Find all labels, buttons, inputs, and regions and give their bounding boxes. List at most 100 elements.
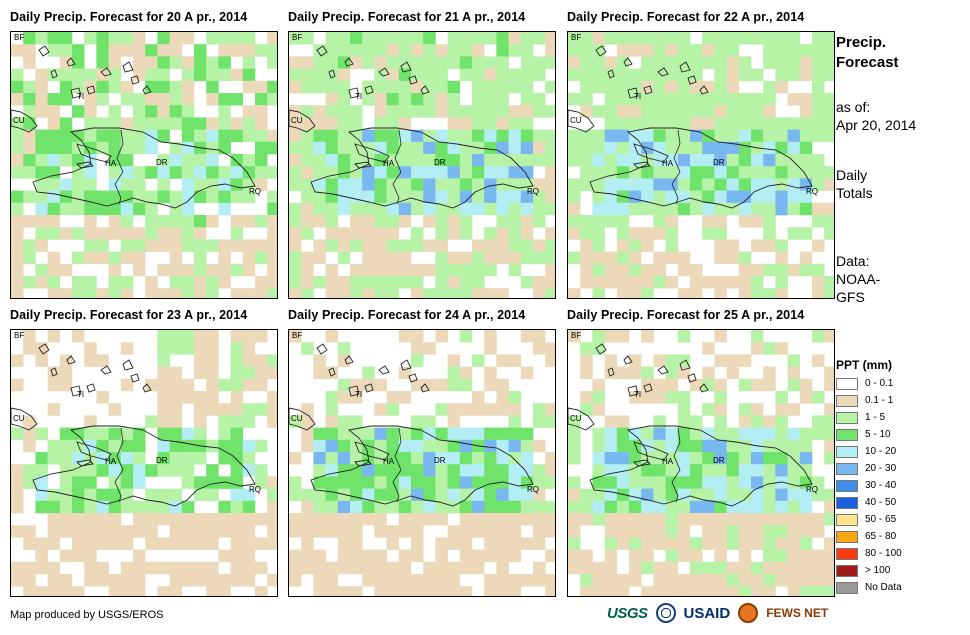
legend-item: 10 - 20 [836, 443, 902, 460]
precip-cell [301, 154, 314, 167]
precip-cell [230, 239, 244, 252]
precip-cell [169, 537, 183, 550]
precip-cell [386, 391, 400, 404]
precip-cell [812, 202, 825, 216]
precip-cell [592, 105, 605, 118]
precip-cell [812, 427, 825, 441]
precip-cell [133, 68, 146, 82]
precip-cell [775, 178, 788, 191]
precip-cell [496, 129, 509, 143]
precip-cell [386, 500, 400, 514]
precip-cell [520, 452, 534, 465]
precip-cell [629, 500, 642, 514]
precip-cell [350, 500, 363, 514]
bahamas-island-outline [328, 367, 336, 377]
precip-cell [726, 452, 740, 465]
legend-label: 20 - 30 [865, 463, 897, 474]
precip-cell [157, 288, 170, 298]
precip-cell [194, 117, 207, 130]
precip-cell [218, 105, 231, 118]
precip-cell [533, 513, 546, 526]
precip-cell [35, 263, 48, 277]
precip-cell [11, 44, 24, 57]
precip-cell [472, 44, 485, 57]
precip-cell [459, 537, 473, 550]
precip-cell [435, 93, 448, 106]
precip-cell [181, 391, 195, 404]
precip-cell [580, 215, 593, 228]
precip-cell [690, 105, 703, 118]
precip-cell [289, 549, 302, 563]
precip-cell [120, 427, 134, 441]
precip-cell [592, 378, 605, 392]
precip-cell [398, 93, 412, 106]
precip-cell [206, 154, 219, 167]
precip-cell [337, 117, 351, 130]
precip-cell [145, 141, 158, 155]
label-cu: CU [13, 116, 25, 125]
precip-cell [677, 32, 691, 45]
precip-cell [665, 56, 679, 69]
precip-cell [824, 366, 834, 380]
precip-cell [242, 452, 256, 465]
hispaniola-outline [589, 425, 813, 507]
precip-cell [267, 263, 277, 277]
precip-cell [362, 239, 375, 252]
precip-cell [824, 330, 834, 343]
precip-cell [592, 513, 605, 526]
precip-cell [362, 464, 375, 477]
precip-cell [629, 68, 642, 82]
precip-cell [677, 166, 691, 179]
precip-cell [206, 239, 219, 252]
precip-cell [313, 366, 326, 380]
precip-cell [568, 129, 581, 143]
precip-cell [545, 202, 555, 216]
precip-cell [616, 586, 630, 596]
precip-cell [59, 178, 73, 191]
hispaniola-outline [310, 425, 534, 507]
precip-cell [677, 202, 691, 216]
precip-cell [301, 141, 314, 155]
precip-cell [799, 464, 813, 477]
precip-cell [812, 391, 825, 404]
precip-cell [120, 166, 134, 179]
precip-cell [520, 574, 534, 587]
precip-cell [738, 68, 752, 82]
precip-cell [568, 178, 581, 191]
precip-cell [108, 105, 122, 118]
precip-cell [616, 166, 630, 179]
precip-cell [714, 154, 727, 167]
precip-cell [714, 586, 727, 596]
precip-cell [11, 227, 24, 240]
precip-cell [350, 464, 363, 477]
precip-cell [484, 105, 497, 118]
precip-cell [545, 129, 555, 143]
precip-cell [289, 202, 302, 216]
precip-cell [218, 427, 231, 441]
precip-cell [641, 464, 654, 477]
precip-cell [230, 288, 244, 298]
precip-cell [714, 129, 727, 143]
precip-cell [533, 32, 546, 45]
precip-cell [472, 93, 485, 106]
precip-cell [653, 251, 666, 265]
precip-cell [120, 439, 134, 453]
precip-cell [267, 202, 277, 216]
precip-cell [218, 549, 231, 563]
precip-cell [799, 391, 813, 404]
precip-cell [459, 452, 473, 465]
precip-cell [568, 288, 581, 298]
precip-cell [629, 117, 642, 130]
label-rq: RQ [527, 485, 539, 494]
precip-cell [108, 166, 122, 179]
precip-cell [230, 68, 244, 82]
precip-cell [799, 227, 813, 240]
bahamas-island-outline [595, 343, 607, 355]
precip-cell [580, 549, 593, 563]
data-source-line3: GFS [836, 289, 865, 305]
precip-cell [362, 129, 375, 143]
precip-cell [653, 537, 666, 550]
precip-cell [374, 427, 387, 441]
precip-cell [484, 403, 497, 416]
precip-cell [726, 166, 740, 179]
